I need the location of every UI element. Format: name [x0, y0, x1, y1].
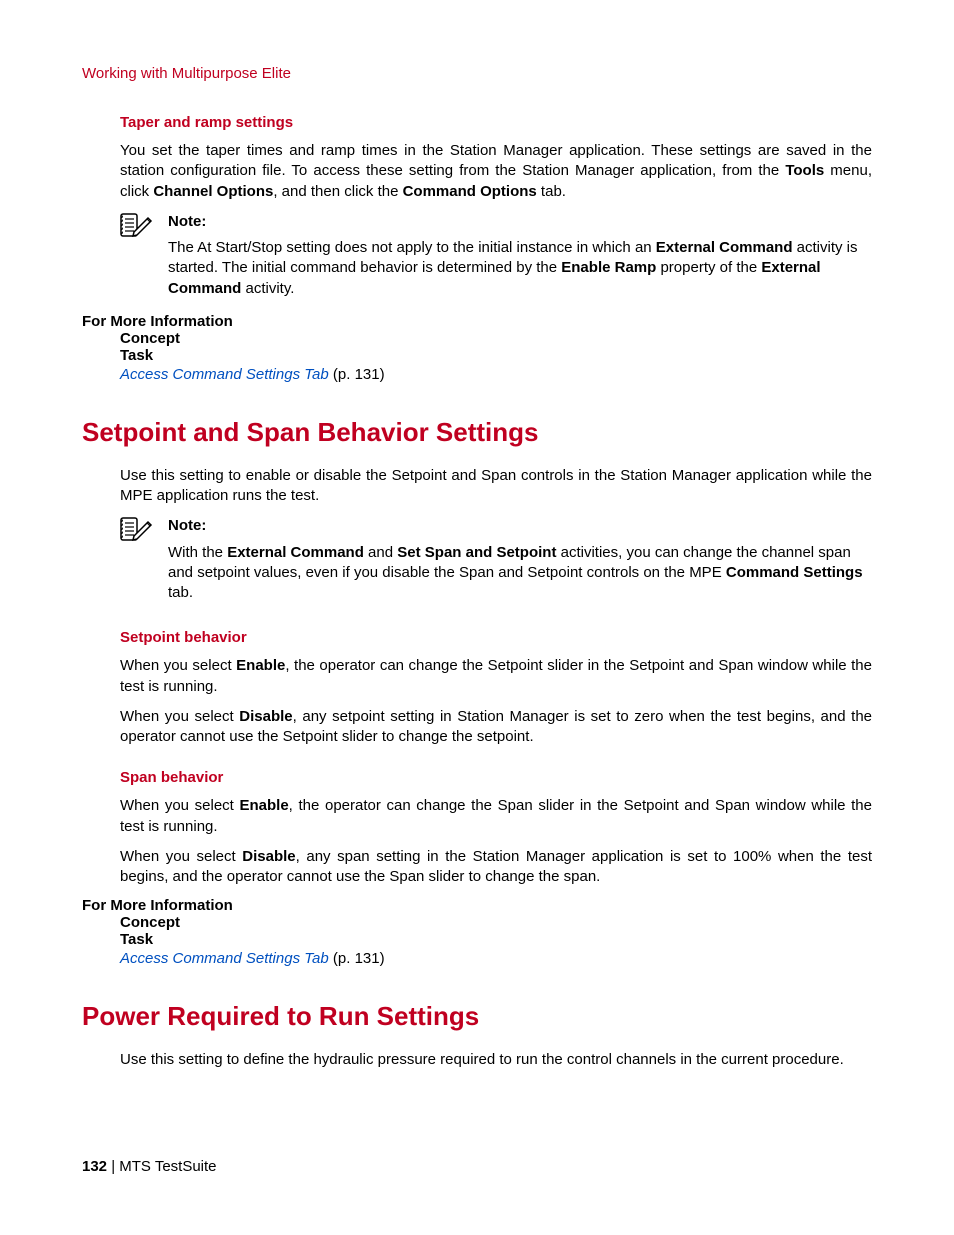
subheading-span-behavior: Span behavior: [82, 769, 872, 786]
bold-enable-ramp: Enable Ramp: [561, 259, 656, 276]
note-label: Note:: [168, 516, 872, 536]
bold-tools: Tools: [785, 162, 824, 179]
fmi-concept: Concept: [82, 330, 872, 347]
heading-setpoint-span: Setpoint and Span Behavior Settings: [82, 417, 872, 448]
bold-disable: Disable: [242, 848, 295, 865]
for-more-information-1: For More Information Concept Task Access…: [82, 313, 872, 383]
subheading-setpoint-behavior: Setpoint behavior: [82, 629, 872, 646]
text: The At Start/Stop setting does not apply…: [168, 239, 656, 256]
fmi-heading: For More Information: [82, 313, 872, 330]
for-more-information-2: For More Information Concept Task Access…: [82, 897, 872, 967]
footer-product: MTS TestSuite: [119, 1158, 216, 1175]
subheading-taper: Taper and ramp settings: [82, 114, 872, 131]
fmi-concept: Concept: [82, 914, 872, 931]
para-taper: You set the taper times and ramp times i…: [82, 141, 872, 202]
text: and: [364, 544, 397, 561]
bold-external-command: External Command: [656, 239, 793, 256]
bold-command-settings: Command Settings: [726, 564, 863, 581]
note-block-taper: Note: The At Start/Stop setting does not…: [82, 212, 872, 299]
bold-external-command: External Command: [227, 544, 364, 561]
note-body: Note: The At Start/Stop setting does not…: [168, 212, 872, 299]
para-span-enable: When you select Enable, the operator can…: [82, 796, 872, 837]
para-setpoint-enable: When you select Enable, the operator can…: [82, 656, 872, 697]
text: tab.: [168, 584, 193, 601]
text: When you select: [120, 797, 239, 814]
page-number: 132: [82, 1158, 107, 1175]
text: tab.: [537, 183, 566, 200]
text: When you select: [120, 708, 239, 725]
bold-enable: Enable: [239, 797, 288, 814]
bold-disable: Disable: [239, 708, 292, 725]
heading-power-required: Power Required to Run Settings: [82, 1001, 872, 1032]
page-ref-text: (p. 131): [333, 950, 385, 967]
note-label: Note:: [168, 212, 872, 232]
fmi-link-line: Access Command Settings Tab (p. 131): [82, 950, 872, 967]
note-block-setpoint: Note: With the External Command and Set …: [82, 516, 872, 603]
fmi-link-line: Access Command Settings Tab (p. 131): [82, 366, 872, 383]
fmi-task: Task: [82, 347, 872, 364]
fmi-heading: For More Information: [82, 897, 872, 914]
link-access-command-settings-tab[interactable]: Access Command Settings Tab: [120, 366, 329, 383]
text: property of the: [656, 259, 761, 276]
note-icon: [120, 516, 158, 546]
bold-enable: Enable: [236, 657, 285, 674]
bold-command-options: Command Options: [403, 183, 537, 200]
note-icon: [120, 212, 158, 242]
text: When you select: [120, 657, 236, 674]
bold-channel-options: Channel Options: [153, 183, 273, 200]
para-setpoint-disable: When you select Disable, any setpoint se…: [82, 707, 872, 748]
para-setpoint-intro: Use this setting to enable or disable th…: [82, 466, 872, 507]
fmi-task: Task: [82, 931, 872, 948]
page-footer: 132 | MTS TestSuite: [82, 1158, 217, 1175]
link-access-command-settings-tab[interactable]: Access Command Settings Tab: [120, 950, 329, 967]
text: , and then click the: [273, 183, 402, 200]
para-power-intro: Use this setting to define the hydraulic…: [82, 1050, 872, 1070]
para-span-disable: When you select Disable, any span settin…: [82, 847, 872, 888]
text: When you select: [120, 848, 242, 865]
text: activity.: [241, 280, 294, 297]
text: With the: [168, 544, 227, 561]
running-header: Working with Multipurpose Elite: [82, 65, 872, 82]
page-ref-text: (p. 131): [333, 366, 385, 383]
text: You set the taper times and ramp times i…: [120, 142, 872, 179]
note-body: Note: With the External Command and Set …: [168, 516, 872, 603]
footer-sep: |: [107, 1158, 119, 1175]
document-page: Working with Multipurpose Elite Taper an…: [0, 0, 954, 1235]
bold-set-span-setpoint: Set Span and Setpoint: [397, 544, 556, 561]
